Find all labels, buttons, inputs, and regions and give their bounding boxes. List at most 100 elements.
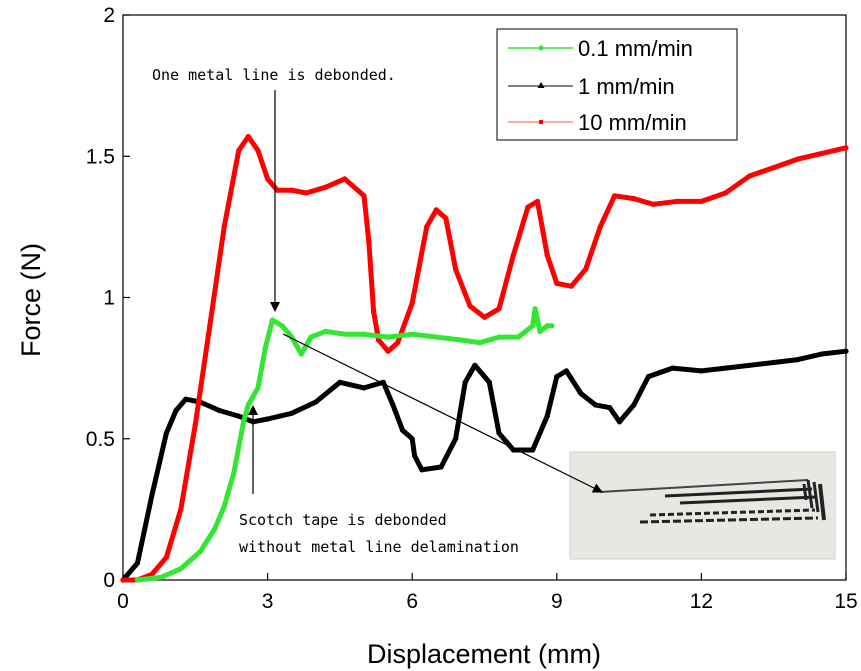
series-point bbox=[366, 238, 372, 244]
series-layer bbox=[120, 133, 849, 583]
series-point bbox=[722, 365, 729, 371]
series-point bbox=[554, 374, 560, 380]
series-point bbox=[298, 351, 304, 357]
series-point bbox=[409, 436, 415, 442]
series-point bbox=[563, 368, 570, 374]
legend-label-0.1: 0.1 mm/min bbox=[578, 36, 693, 61]
series-point bbox=[530, 323, 536, 329]
series-point bbox=[255, 385, 261, 391]
series-point bbox=[607, 405, 613, 411]
series-point bbox=[583, 266, 589, 272]
series-point bbox=[669, 365, 676, 371]
series-point bbox=[245, 402, 251, 408]
series-point bbox=[120, 577, 126, 583]
series-point bbox=[525, 204, 531, 210]
series-point bbox=[645, 374, 652, 380]
series-point bbox=[178, 566, 184, 572]
annotation-metal-line-debonded: One metal line is debonded. bbox=[152, 66, 396, 312]
series-point bbox=[409, 300, 415, 306]
series-point bbox=[549, 323, 555, 329]
series-point bbox=[747, 173, 753, 179]
sample-photo bbox=[569, 451, 836, 560]
series-point bbox=[269, 317, 275, 323]
series-point bbox=[262, 345, 268, 351]
x-tick-label: 9 bbox=[551, 590, 563, 613]
series-point bbox=[279, 323, 285, 329]
series-point bbox=[457, 337, 463, 343]
series-point bbox=[371, 309, 377, 315]
series-point bbox=[395, 340, 401, 346]
legend-item-0.1-mm-min: 0.1 mm/min bbox=[508, 36, 693, 61]
x-tick-label: 3 bbox=[262, 590, 274, 613]
series-point bbox=[453, 266, 459, 272]
series-point bbox=[722, 190, 729, 196]
series-point bbox=[631, 196, 637, 202]
series-point bbox=[322, 184, 328, 190]
series-point bbox=[496, 430, 502, 436]
series-point bbox=[322, 328, 328, 334]
annotation-text-metal-line: One metal line is debonded. bbox=[152, 66, 396, 84]
series-point bbox=[313, 399, 319, 405]
series-point bbox=[274, 187, 280, 193]
series-point bbox=[592, 402, 599, 408]
series-point bbox=[183, 396, 189, 402]
series-point bbox=[361, 193, 367, 199]
series-point bbox=[390, 402, 396, 408]
series-point bbox=[544, 323, 550, 329]
y-tick-label: 2 bbox=[103, 4, 115, 27]
legend-label-1: 1 mm/min bbox=[578, 74, 675, 99]
x-tick-label: 12 bbox=[690, 590, 713, 613]
series-point bbox=[245, 133, 251, 140]
series-point bbox=[674, 198, 680, 204]
series-point bbox=[819, 351, 825, 357]
series-point bbox=[467, 303, 473, 309]
series-point bbox=[544, 252, 550, 258]
annotation-inset-pointer bbox=[282, 333, 603, 493]
series-point bbox=[537, 328, 543, 334]
y-tick-label: 0.5 bbox=[86, 428, 115, 451]
series-point bbox=[544, 413, 550, 419]
series-point bbox=[568, 283, 574, 289]
series-point bbox=[231, 470, 237, 476]
series-line-10-mm-min bbox=[120, 134, 849, 583]
series-point bbox=[409, 331, 415, 337]
y-axis-title: Force (N) bbox=[16, 243, 46, 357]
series-point bbox=[433, 207, 439, 213]
series-point bbox=[289, 410, 295, 416]
series-point bbox=[530, 447, 536, 453]
series-point bbox=[534, 198, 541, 204]
series-point bbox=[265, 416, 271, 422]
legend-item-10-mm-min: 10 mm/min bbox=[508, 110, 687, 135]
series-point bbox=[612, 193, 618, 199]
annotation-text-scotch-line2: without metal line delamination bbox=[239, 538, 519, 556]
y-tick-label: 1 bbox=[103, 287, 115, 310]
series-point bbox=[419, 467, 425, 473]
series-point bbox=[342, 176, 348, 182]
series-point bbox=[477, 340, 483, 346]
series-point bbox=[597, 224, 603, 230]
series-point bbox=[771, 165, 777, 171]
series-point bbox=[163, 430, 169, 436]
y-tick-label: 0 bbox=[103, 569, 115, 592]
x-tick-label: 15 bbox=[834, 590, 857, 613]
series-point bbox=[616, 419, 623, 425]
legend-label-10: 10 mm/min bbox=[578, 110, 687, 135]
series-point bbox=[462, 379, 468, 385]
series-point bbox=[342, 331, 348, 337]
series-point bbox=[163, 554, 169, 561]
series-point bbox=[173, 407, 179, 414]
series-point bbox=[747, 362, 753, 368]
series-point bbox=[554, 280, 560, 286]
series-line-1-mm-min bbox=[120, 348, 849, 583]
legend: 0.1 mm/min 1 mm/min 10 mm/min bbox=[496, 28, 738, 141]
series-point bbox=[443, 215, 449, 221]
series-point bbox=[795, 156, 801, 162]
series-point bbox=[134, 560, 141, 566]
series-point bbox=[433, 334, 439, 340]
series-point bbox=[438, 464, 444, 470]
series-point bbox=[289, 187, 295, 193]
series-point bbox=[843, 145, 849, 151]
series-point bbox=[472, 362, 478, 368]
series-point bbox=[236, 148, 242, 154]
series-point bbox=[650, 201, 656, 207]
